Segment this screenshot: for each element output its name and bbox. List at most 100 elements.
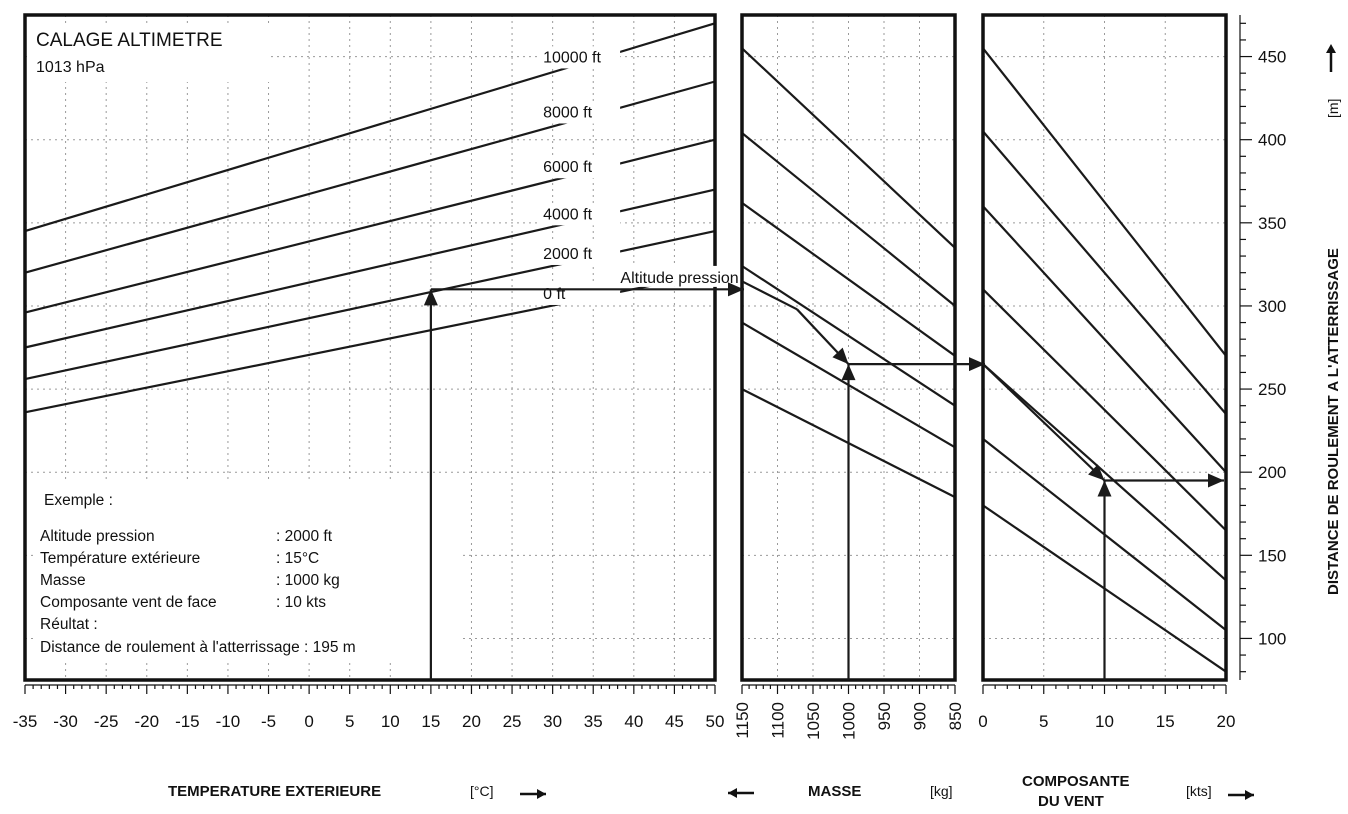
example-arrow-line: [982, 363, 1106, 482]
series-label-bg: [540, 156, 621, 179]
series-label-bg: [540, 242, 621, 265]
y-tick-label: 350: [1258, 214, 1286, 233]
series-line: [741, 265, 956, 407]
x-tick-label: 10: [1095, 712, 1114, 731]
temperature-panel: -35 -30 -25 -20 -15 -10 -5 0 5 10 15 20 25 30 35 40 45 50…: [13, 13, 754, 731]
title-box-bg: [30, 24, 270, 82]
example-heading: Exemple :: [44, 492, 113, 509]
x-tick-label: 5: [345, 712, 354, 731]
x-tick-label: 10: [381, 712, 400, 731]
distance-axis-unit: [m]: [1325, 99, 1341, 118]
x-tick-label: -35: [13, 712, 38, 731]
mass-axis-unit: [kg]: [930, 783, 953, 799]
y-tick-label: 300: [1258, 297, 1286, 316]
series-line: [741, 132, 956, 307]
example-result-line: Distance de roulement à l'atterrissage :…: [40, 639, 356, 656]
series-label: 6000 ft: [543, 159, 592, 176]
series-label-bg: [540, 203, 621, 226]
wind-axis-unit: [kts]: [1186, 783, 1212, 799]
distance-y-axis: 100 150 200 250 300 350 400 450: [1239, 15, 1286, 680]
mass-axis-title: MASSE: [808, 783, 861, 800]
example-row-value: : 2000 ft: [276, 528, 333, 545]
series-line: [982, 130, 1227, 415]
temperature-axis-unit: [°C]: [470, 783, 494, 799]
x-tick-label: 850: [946, 702, 965, 730]
x-tick-label: 1150: [733, 702, 752, 739]
example-arrow-head: [841, 364, 856, 381]
y-tick-label: 400: [1258, 131, 1286, 150]
series-line: [741, 202, 956, 357]
example-arrow-head: [1088, 464, 1105, 481]
example-row-value: : 10 kts: [276, 594, 326, 611]
x-tick-label: 950: [875, 702, 894, 730]
series-label-bg: [540, 101, 621, 124]
example-arrow-head: [969, 357, 985, 372]
example-box-bg: [33, 483, 463, 663]
example-row-value: : 1000 kg: [276, 572, 340, 589]
x-tick-label: -5: [261, 712, 276, 731]
x-tick-label: 30: [543, 712, 562, 731]
example-arrow-head: [1208, 473, 1224, 488]
x-tick-label: 0: [978, 712, 987, 731]
wind-axis-title-line2: DU VENT: [1038, 793, 1104, 810]
x-tick-label: 15: [1156, 712, 1175, 731]
x-tick-label: 1100: [769, 702, 788, 739]
x-tick-label: 25: [503, 712, 522, 731]
series-line: [982, 205, 1227, 473]
example-arrow-line: [741, 280, 798, 311]
panel-frame: [23, 13, 717, 682]
x-tick-label: 1050: [804, 702, 823, 740]
series-line: [982, 363, 1227, 582]
series-label-bg: [540, 46, 621, 69]
series-line: [741, 47, 956, 249]
example-row-value: : 15°C: [276, 550, 319, 567]
x-tick-label: 900: [911, 702, 930, 730]
x-tick-label: -10: [216, 712, 241, 731]
x-tick-label: -30: [53, 712, 78, 731]
chart-subtitle: 1013 hPa: [36, 59, 105, 76]
x-tick-label: 20: [1217, 712, 1236, 731]
y-tick-label: 150: [1258, 546, 1286, 565]
x-tick-label: -15: [175, 712, 200, 731]
x-tick-label: -20: [134, 712, 159, 731]
x-tick-label: 35: [584, 712, 603, 731]
direction-arrow-icons: [520, 44, 1336, 800]
y-tick-label: 450: [1258, 48, 1286, 67]
example-row-label: Altitude pression: [40, 528, 155, 545]
x-tick-label: 40: [624, 712, 643, 731]
x-tick-label: 0: [304, 712, 313, 731]
series-label: 4000 ft: [543, 206, 592, 223]
distance-axis-unit-group: [m]: [1325, 99, 1341, 118]
example-row-label: Température extérieure: [40, 550, 200, 567]
example-arrow-head: [832, 347, 849, 365]
series-label: 2000 ft: [543, 246, 592, 263]
x-tick-label: 15: [421, 712, 440, 731]
example-arrow-head: [1097, 480, 1112, 497]
example-arrow-head: [728, 282, 744, 297]
distance-axis-title-group: DISTANCE DE ROULEMENT A L'ATTERRISSAGE: [1325, 248, 1342, 595]
series-line: [982, 288, 1227, 532]
wind-panel: 0 5 10 15 20: [978, 13, 1236, 731]
y-tick-label: 200: [1258, 463, 1286, 482]
distance-axis-title: DISTANCE DE ROULEMENT A L'ATTERRISSAGE: [1325, 248, 1342, 595]
series-label: 10000 ft: [543, 49, 601, 66]
wind-axis-title-line1: COMPOSANTE: [1022, 773, 1130, 790]
series-line: [982, 47, 1227, 357]
series-label: 8000 ft: [543, 104, 592, 121]
temperature-axis-title: TEMPERATURE EXTERIEURE: [168, 783, 381, 800]
example-row-label: Composante vent de face: [40, 594, 217, 611]
y-tick-label: 100: [1258, 629, 1286, 648]
example-path: [423, 280, 1224, 680]
example-box: Exemple : Altitude pression : 2000 ft Te…: [40, 492, 356, 656]
curve-note-bg: [618, 265, 754, 287]
example-result-heading: Réultat :: [40, 616, 98, 633]
x-tick-label: 50: [706, 712, 725, 731]
x-tick-label: 1000: [840, 702, 859, 740]
x-tick-label: 20: [462, 712, 481, 731]
example-arrow-head: [423, 289, 438, 306]
x-tick-label: -25: [94, 712, 119, 731]
curve-note: Altitude pression: [620, 270, 738, 287]
y-tick-label: 250: [1258, 380, 1286, 399]
example-row-label: Masse: [40, 572, 86, 589]
